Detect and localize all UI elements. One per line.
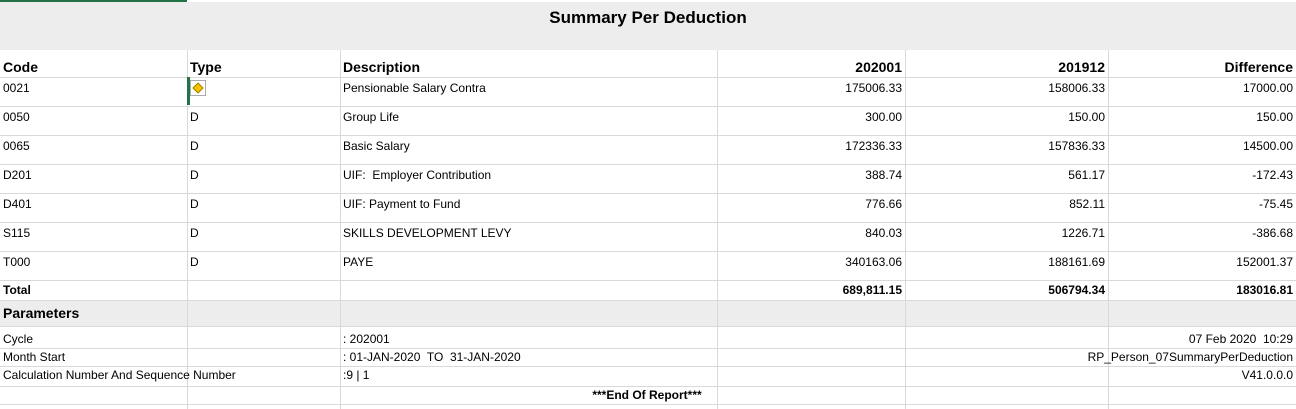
table-cell: 14500.00 (1242, 139, 1293, 153)
table-cell: 152001.37 (1236, 255, 1293, 269)
table-cell: D401 (3, 197, 32, 211)
column-header: Type (190, 58, 222, 75)
report-title: Summary Per Deduction (549, 8, 747, 27)
table-cell: D (190, 226, 199, 240)
table-cell: Basic Salary (343, 139, 410, 153)
parameter-label: Cycle (3, 332, 34, 346)
table-cell: SKILLS DEVELOPMENT LEVY (343, 226, 512, 240)
parameter-info: V41.0.0.0 (1241, 368, 1293, 382)
table-cell: T000 (3, 255, 31, 269)
grid-line (0, 164, 1296, 165)
table-cell: 340163.06 (845, 255, 902, 269)
table-cell: 0050 (3, 110, 30, 124)
table-cell: -75.45 (1258, 197, 1293, 211)
grid-line (0, 404, 1296, 405)
table-cell: 17000.00 (1242, 81, 1293, 95)
table-cell: 852.11 (1069, 197, 1105, 211)
table-cell: UIF: Payment to Fund (343, 197, 461, 211)
column-header: Description (343, 58, 421, 75)
grid-line (0, 366, 1296, 367)
table-cell: PAYE (343, 255, 374, 269)
table-cell: D201 (3, 168, 32, 182)
column-header: Difference (1224, 58, 1293, 75)
table-cell: Group Life (343, 110, 400, 124)
top-bar (0, 0, 187, 2)
grid-line (0, 106, 1296, 107)
table-cell: UIF: Employer Contribution (343, 168, 492, 182)
grid-line (187, 50, 188, 409)
total-value: 506794.34 (1048, 283, 1105, 297)
grid-line (0, 300, 1296, 301)
table-cell: 158006.33 (1048, 81, 1105, 95)
end-of-report: ***End Of Report*** (592, 388, 702, 402)
parameter-label: Calculation Number And Sequence Number (3, 368, 236, 382)
parameters-band (0, 300, 1296, 326)
grid-line (340, 50, 341, 409)
table-cell: Pensionable Salary Contra (343, 81, 486, 95)
table-cell: S115 (3, 226, 31, 240)
parameter-info: 07 Feb 2020 10:29 (1188, 332, 1293, 346)
grid-line (0, 280, 1296, 281)
parameter-value: : 01-JAN-2020 TO 31-JAN-2020 (343, 350, 521, 364)
table-cell: 840.03 (865, 226, 902, 240)
table-cell: D (190, 139, 199, 153)
parameter-label: Month Start (3, 350, 66, 364)
table-cell: D (190, 197, 199, 211)
parameters-title: Parameters (3, 305, 80, 321)
table-cell: 0021 (3, 81, 30, 95)
table-cell: 0065 (3, 139, 30, 153)
grid-line (0, 348, 1296, 349)
table-cell: -172.43 (1252, 168, 1293, 182)
grid-line (0, 135, 1296, 136)
table-cell: 188161.69 (1048, 255, 1105, 269)
table-cell: 776.66 (865, 197, 902, 211)
total-label: Total (3, 283, 31, 297)
table-cell: D (190, 255, 199, 269)
column-header: Code (3, 58, 38, 75)
grid-line (0, 251, 1296, 252)
total-value: 689,811.15 (842, 283, 902, 297)
table-cell: 561.17 (1068, 168, 1105, 182)
table-cell: 1226.71 (1061, 226, 1105, 240)
column-header: 202001 (855, 58, 902, 75)
table-cell: D (190, 168, 199, 182)
table-cell: 150.00 (1256, 110, 1293, 124)
selected-cell[interactable] (187, 77, 190, 105)
grid-line (0, 77, 1296, 78)
table-cell: 157836.33 (1048, 139, 1105, 153)
grid-line (905, 50, 906, 409)
column-header: 201912 (1058, 58, 1105, 75)
table-cell: -386.68 (1252, 226, 1293, 240)
table-cell: D (190, 110, 199, 124)
grid-line (1108, 50, 1109, 409)
grid-line (717, 50, 718, 409)
grid-line (0, 193, 1296, 194)
parameter-info: RP_Person_07SummaryPerDeduction (1087, 350, 1293, 364)
table-cell: 388.74 (865, 168, 902, 182)
table-cell: 172336.33 (845, 139, 902, 153)
table-cell: 175006.33 (845, 81, 902, 95)
parameter-value: :9 | 1 (343, 368, 370, 382)
grid-line (0, 386, 1296, 387)
grid-line (0, 222, 1296, 223)
title-band (0, 2, 1296, 50)
parameter-value: : 202001 (343, 332, 390, 346)
table-cell: 300.00 (865, 110, 902, 124)
warning-icon[interactable] (190, 80, 206, 96)
table-cell: 150.00 (1068, 110, 1105, 124)
total-value: 183016.81 (1236, 283, 1293, 297)
grid-line (0, 326, 1296, 327)
